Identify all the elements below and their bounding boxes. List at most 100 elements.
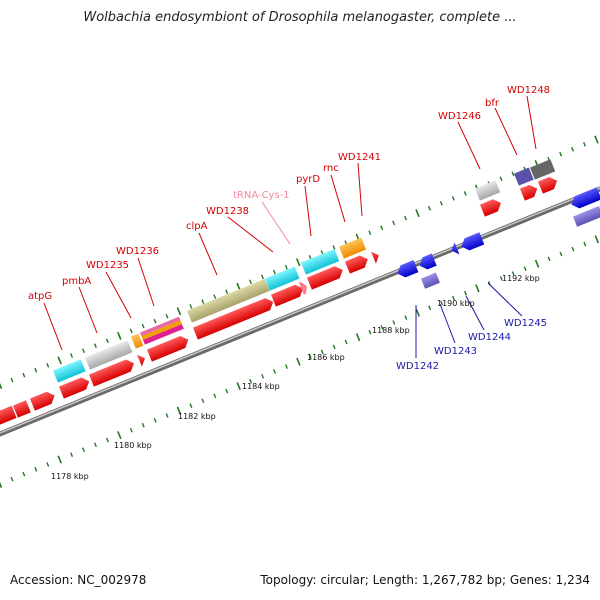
- tick-mark: [296, 357, 301, 366]
- tick-label: 1178 kbp: [51, 472, 89, 481]
- tick-mark: [571, 246, 575, 252]
- gene-label: clpA: [186, 221, 208, 232]
- tick-mark: [82, 447, 86, 453]
- gene-block: [420, 272, 440, 289]
- tick-mark: [0, 382, 3, 390]
- tick-mark: [236, 382, 241, 391]
- tick-mark: [295, 258, 301, 267]
- tick-mark: [499, 176, 503, 182]
- tick-mark: [451, 196, 455, 201]
- tick-mark: [440, 300, 444, 306]
- tick-mark: [249, 378, 253, 384]
- tick-mark: [70, 353, 74, 358]
- tick-mark: [439, 201, 443, 206]
- tick-mark: [511, 271, 515, 276]
- tick-label: 1192 kbp: [502, 274, 540, 283]
- tick-mark: [129, 427, 133, 433]
- gene-label: WD1245: [504, 318, 547, 329]
- tick-mark: [332, 245, 336, 250]
- category-block: [141, 320, 182, 340]
- tick-mark: [571, 147, 575, 152]
- tick-mark: [404, 315, 408, 320]
- tick-mark: [415, 209, 420, 218]
- gene-arrow: [479, 199, 501, 217]
- tick-mark: [427, 205, 431, 211]
- category-block: [130, 333, 144, 349]
- tick-mark: [273, 369, 277, 374]
- tick-mark: [153, 318, 157, 324]
- tick-mark: [141, 422, 145, 428]
- tick-label: 1188 kbp: [372, 326, 410, 335]
- category-block: [143, 324, 184, 345]
- gene-label: WD1238: [206, 206, 249, 217]
- tick-mark: [511, 171, 515, 177]
- tick-mark: [225, 289, 229, 294]
- gene-block: [0, 405, 17, 425]
- category-block: [529, 159, 556, 180]
- gene-label: atpG: [28, 291, 52, 302]
- tick-mark: [129, 328, 133, 334]
- tick-mark: [284, 364, 288, 369]
- tick-mark: [201, 299, 205, 304]
- category-block: [300, 248, 340, 275]
- tick-mark: [57, 455, 62, 464]
- gene-arrow: [537, 177, 558, 194]
- category-block: [139, 316, 181, 337]
- forward-strand-features: [0, 177, 558, 425]
- tick-mark: [320, 349, 324, 355]
- genome-backbone: [0, 186, 600, 437]
- category-block: [52, 359, 86, 383]
- tick-mark: [176, 406, 182, 415]
- tick-mark: [475, 284, 480, 293]
- tick-mark: [272, 269, 276, 275]
- forward-category-features: [52, 159, 556, 383]
- tick-mark: [153, 418, 157, 423]
- gene-label: tRNA-Cys-1: [233, 190, 290, 201]
- tick-mark: [105, 338, 109, 344]
- tick-mark: [559, 151, 563, 157]
- tick-mark: [464, 290, 467, 296]
- tick-mark: [0, 481, 3, 489]
- tick-mark: [141, 323, 145, 329]
- tick-mark: [284, 264, 288, 270]
- category-block: [474, 180, 501, 201]
- tick-mark: [499, 276, 503, 281]
- forward-gene-labels: atpG pmbA WD1235 WD1236 clpA WD1238 tRNA…: [28, 85, 550, 302]
- category-block: [338, 237, 367, 259]
- tick-mark: [559, 251, 563, 257]
- category-block: [186, 278, 270, 323]
- gene-arrow: [192, 298, 274, 340]
- inner-tick-row: [0, 235, 600, 489]
- tick-mark: [46, 363, 50, 368]
- tick-mark: [380, 325, 384, 330]
- tick-label: 1190 kbp: [437, 299, 475, 308]
- tick-mark: [594, 135, 599, 144]
- gene-arrow: [370, 251, 379, 264]
- map-title: Wolbachia endosymbiont of Drosophila mel…: [83, 10, 517, 25]
- tick-mark: [82, 348, 85, 353]
- tick-mark: [117, 331, 122, 340]
- category-block: [513, 167, 534, 186]
- tick-mark: [10, 377, 14, 383]
- tick-mark: [46, 462, 50, 467]
- reverse-gene-labels: WD1242 WD1243 WD1244 WD1245: [396, 318, 547, 372]
- tick-mark: [428, 305, 432, 311]
- tick-mark: [415, 308, 421, 317]
- tick-mark: [547, 256, 551, 262]
- gene-arrow: [58, 377, 90, 399]
- gene-block: [12, 400, 31, 418]
- tick-mark: [93, 343, 97, 348]
- gene-label: WD1242: [396, 361, 439, 372]
- gene-label: WD1243: [434, 346, 477, 357]
- gene-label: WD1235: [86, 260, 129, 271]
- tick-mark: [22, 471, 26, 477]
- tick-mark: [201, 398, 205, 404]
- tick-mark: [213, 294, 217, 299]
- gene-label: WD1244: [468, 332, 511, 343]
- tick-mark: [261, 374, 265, 379]
- gene-arrow: [270, 284, 304, 307]
- tick-mark: [594, 235, 600, 244]
- tick-mark: [260, 274, 264, 280]
